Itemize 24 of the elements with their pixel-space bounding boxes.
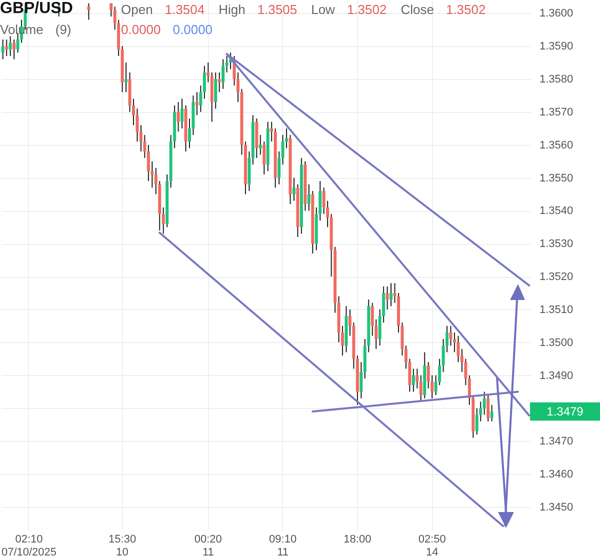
x-tick-label: 18:00: [344, 534, 372, 546]
x-tick-label: 02:50 14: [418, 534, 446, 558]
y-tick-label: 1.3580: [540, 74, 574, 86]
y-tick-label: 1.3530: [540, 238, 574, 250]
y-tick-label: 1.3540: [540, 205, 574, 218]
y-tick-label: 1.3470: [540, 436, 574, 448]
y-tick-label: 1.3550: [540, 172, 574, 184]
y-tick-label: 1.3500: [540, 336, 574, 349]
y-tick-label: 1.3490: [540, 370, 574, 382]
y-tick-label: 1.3600: [540, 8, 574, 20]
y-tick-label: 1.3520: [540, 271, 574, 284]
y-tick-label: 1.3590: [540, 40, 574, 53]
y-tick-label: 1.3560: [540, 139, 574, 152]
x-tick-label: 02:10 07/10/2025: [1, 534, 57, 558]
y-tick-label: 1.3510: [540, 304, 574, 316]
y-tick-label: 1.3570: [540, 106, 574, 118]
annotation: 0.0000 0.0000: [121, 22, 213, 37]
x-tick-label: 09:10 11: [269, 534, 297, 558]
y-tick-label: 1.3460: [540, 468, 574, 481]
x-tick-label: 15:30 10: [108, 534, 136, 558]
annotation: Open 1.3504 High 1.3505 Low 1.3502 Close 1.3502: [121, 2, 486, 17]
y-tick-label: 1.3450: [540, 501, 574, 514]
text: 1.3479: [546, 404, 584, 418]
x-tick-label: 00:20 11: [194, 534, 222, 558]
